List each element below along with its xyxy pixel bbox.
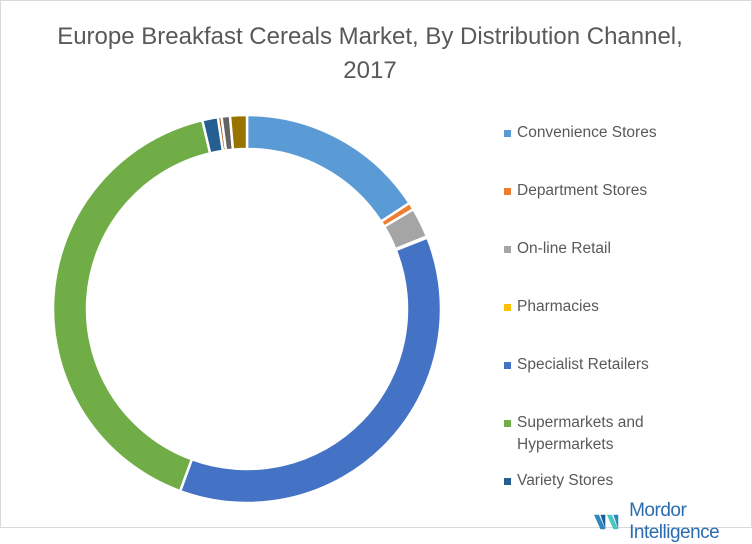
legend-swatch: [504, 246, 511, 253]
legend-swatch: [504, 304, 511, 311]
logo-text: Mordor Intelligence: [629, 500, 720, 543]
donut-slice-unlabeled-9: [228, 113, 249, 151]
legend-label: Pharmacies: [517, 298, 599, 315]
donut-chart: [51, 113, 443, 505]
legend-label: Convenience Stores: [517, 124, 657, 141]
chart-title: Europe Breakfast Cereals Market, By Dist…: [57, 23, 683, 84]
legend-item: Specialist Retailers: [504, 354, 649, 376]
legend-swatch: [504, 478, 511, 485]
legend-label: Variety Stores: [517, 472, 614, 489]
mordor-intelligence-logo: Mordor Intelligence: [594, 500, 752, 544]
legend-swatch: [504, 188, 511, 195]
donut-slice-convenience-stores: [245, 113, 412, 224]
legend-swatch: [504, 362, 511, 369]
legend-swatch: [504, 130, 511, 137]
donut-slice-specialist-retailers: [178, 235, 443, 505]
legend-item: Variety Stores: [504, 470, 613, 492]
legend-item: Supermarkets and Hypermarkets: [504, 412, 667, 456]
legend-item: Department Stores: [504, 180, 647, 202]
legend-label: On-line Retail: [517, 240, 611, 257]
legend-item: On-line Retail: [504, 238, 611, 260]
legend-item: Convenience Stores: [504, 122, 657, 144]
legend-label: Department Stores: [517, 182, 648, 199]
legend-label: Supermarkets and Hypermarkets: [517, 414, 644, 453]
legend-item: Pharmacies: [504, 296, 599, 318]
donut-slice-supermarkets-and-hypermarkets: [51, 118, 212, 493]
legend-swatch: [504, 420, 511, 427]
logo-mark-icon: [594, 514, 619, 530]
legend-label: Specialist Retailers: [517, 356, 649, 373]
